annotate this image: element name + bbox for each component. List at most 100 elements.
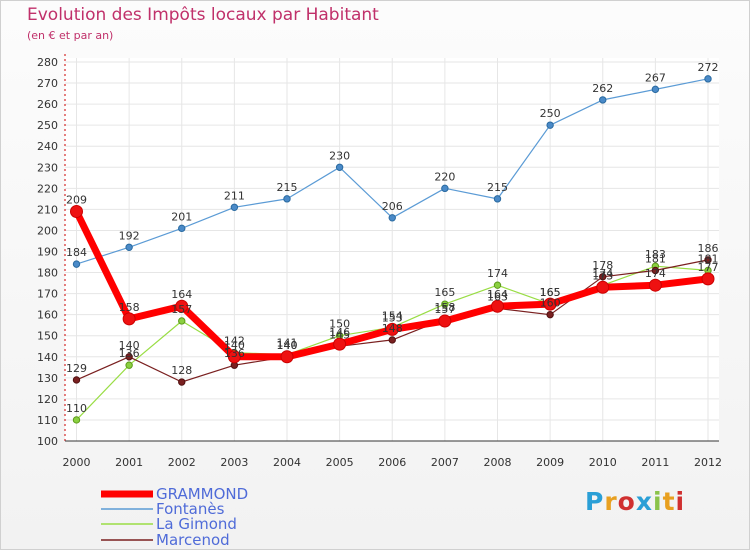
x-tick-label: 2003 xyxy=(220,456,248,469)
x-tick-label: 2008 xyxy=(484,456,512,469)
data-label: 145 xyxy=(329,328,350,341)
data-point xyxy=(280,350,294,364)
data-point xyxy=(441,300,449,308)
data-point xyxy=(72,376,81,384)
data-point xyxy=(651,85,660,94)
y-tick-label: 250 xyxy=(37,119,58,132)
data-point xyxy=(70,204,83,218)
data-point xyxy=(596,280,610,294)
data-label: 164 xyxy=(487,288,508,301)
data-label: 153 xyxy=(382,311,403,324)
data-point xyxy=(648,278,662,292)
data-label: 173 xyxy=(592,269,613,282)
y-tick-label: 240 xyxy=(37,140,58,153)
data-point xyxy=(599,273,607,281)
data-label: 163 xyxy=(487,290,508,303)
y-tick-label: 110 xyxy=(37,414,58,427)
data-label: 140 xyxy=(277,339,298,352)
logo-letter: r xyxy=(604,487,618,516)
y-tick-label: 170 xyxy=(37,288,58,301)
data-label: 192 xyxy=(119,229,140,242)
x-tick-label: 2010 xyxy=(589,456,617,469)
data-label: 272 xyxy=(698,61,719,74)
data-point xyxy=(546,121,554,129)
y-tick-label: 220 xyxy=(37,182,58,195)
x-tick-label: 2012 xyxy=(694,456,722,469)
y-tick-label: 100 xyxy=(37,435,58,448)
data-point xyxy=(441,184,449,193)
y-tick-label: 150 xyxy=(37,330,58,343)
data-label: 110 xyxy=(66,402,87,415)
data-point xyxy=(491,299,504,313)
x-tick-label: 2005 xyxy=(326,456,354,469)
chart-subtitle: (en € et par an) xyxy=(27,29,114,42)
legend-label: Marcenod xyxy=(156,531,230,549)
y-tick-label: 270 xyxy=(37,77,58,90)
logo-letter: o xyxy=(617,487,636,516)
logo-letter: t xyxy=(662,487,676,516)
data-point xyxy=(230,203,239,211)
y-tick-label: 140 xyxy=(37,351,58,364)
data-label: 146 xyxy=(329,326,350,339)
data-point xyxy=(72,260,81,268)
proxiti-logo: Proxiti xyxy=(585,487,685,516)
data-point xyxy=(333,337,347,351)
data-label: 250 xyxy=(540,107,561,120)
data-label: 174 xyxy=(592,267,613,280)
x-tick-label: 2011 xyxy=(641,456,669,469)
data-point xyxy=(651,266,660,275)
data-point xyxy=(701,272,715,286)
y-tick-label: 210 xyxy=(37,203,58,216)
data-point xyxy=(283,195,291,203)
data-label: 142 xyxy=(224,335,245,348)
data-label: 128 xyxy=(171,364,192,377)
data-point xyxy=(178,317,186,325)
data-label: 140 xyxy=(277,339,298,352)
data-point xyxy=(175,299,189,313)
data-label: 206 xyxy=(382,200,403,213)
data-label: 140 xyxy=(224,339,245,352)
data-label: 129 xyxy=(66,362,87,375)
y-tick-label: 230 xyxy=(37,161,58,174)
data-label: 150 xyxy=(329,318,350,331)
x-tick-label: 2001 xyxy=(115,456,143,469)
logo-letter: P xyxy=(585,487,605,516)
legend-label: GRAMMOND xyxy=(156,485,248,503)
data-label: 201 xyxy=(171,210,192,223)
data-point xyxy=(493,281,502,289)
data-point xyxy=(125,361,133,369)
data-label: 174 xyxy=(487,267,508,280)
data-label: 165 xyxy=(434,286,455,299)
data-point xyxy=(704,75,712,83)
data-label: 215 xyxy=(277,181,298,194)
data-label: 230 xyxy=(329,149,350,162)
chart-title: Evolution des Impôts locaux par Habitant xyxy=(27,5,379,25)
x-tick-label: 2009 xyxy=(536,456,564,469)
data-label: 154 xyxy=(382,309,403,322)
data-point xyxy=(546,310,554,319)
x-tick-label: 2000 xyxy=(63,456,91,469)
y-tick-label: 120 xyxy=(37,393,58,406)
data-point xyxy=(178,378,186,386)
data-label: 178 xyxy=(592,259,613,272)
data-point xyxy=(385,322,399,336)
data-point xyxy=(438,314,452,328)
data-point xyxy=(599,96,607,104)
x-tick-label: 2007 xyxy=(431,456,459,469)
y-tick-label: 260 xyxy=(37,98,58,111)
data-label: 177 xyxy=(698,261,719,274)
data-point xyxy=(493,195,502,203)
data-label: 174 xyxy=(645,267,666,280)
legend-label: Fontanès xyxy=(156,500,225,518)
data-point xyxy=(125,353,133,361)
data-label: 141 xyxy=(277,337,298,350)
y-tick-label: 130 xyxy=(37,372,58,385)
x-tick-label: 2004 xyxy=(273,456,301,469)
y-tick-label: 200 xyxy=(37,224,58,237)
data-label: 165 xyxy=(540,286,561,299)
data-label: 160 xyxy=(540,297,561,310)
data-label: 209 xyxy=(66,193,87,206)
data-label: 158 xyxy=(119,301,140,314)
